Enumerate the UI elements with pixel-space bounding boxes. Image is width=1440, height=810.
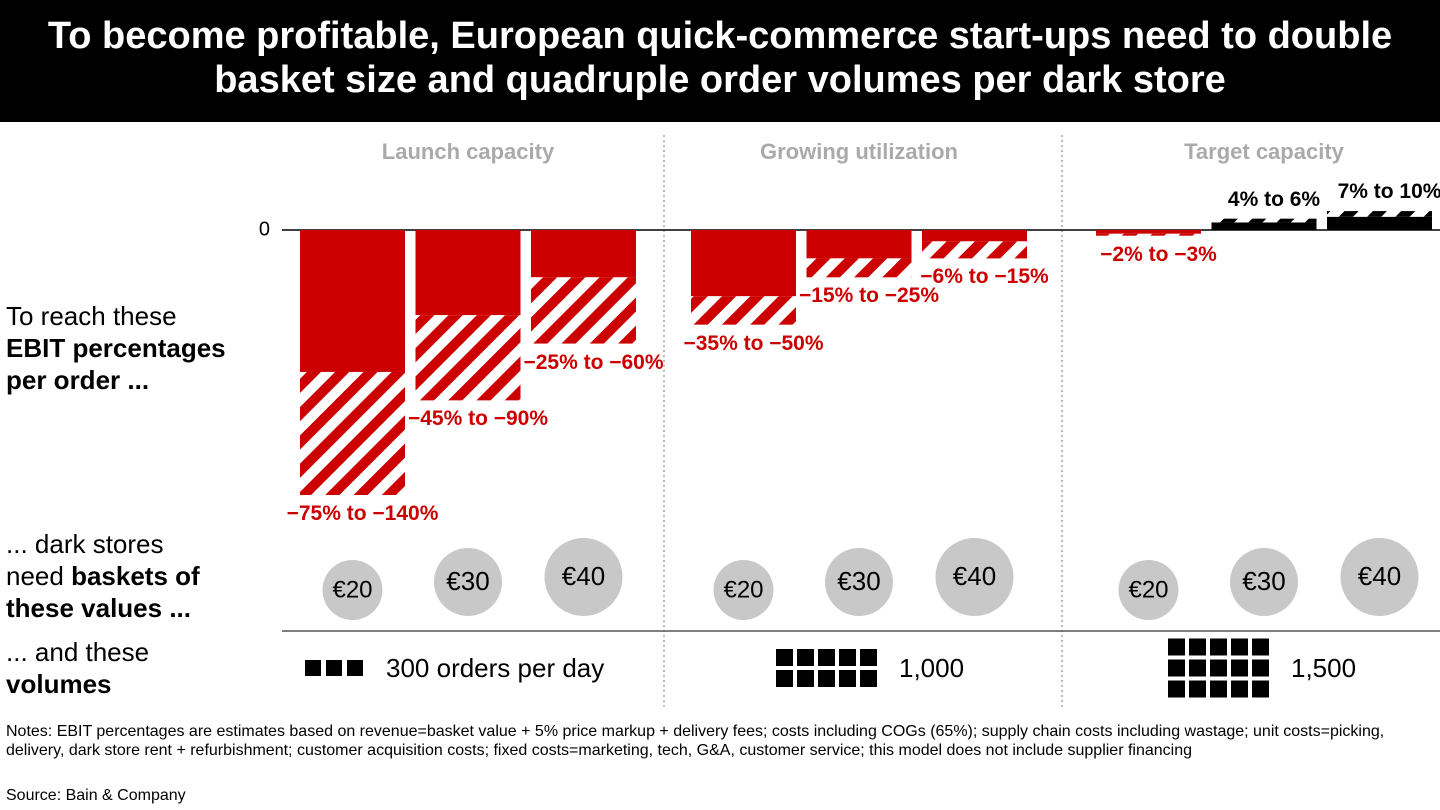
bar-solid xyxy=(691,230,796,297)
bar-solid xyxy=(1327,216,1432,230)
value-label: −6% to −15% xyxy=(920,265,1049,289)
bar-range xyxy=(1096,233,1201,236)
row-label-text: baskets of xyxy=(71,561,200,591)
panel-title: Launch capacity xyxy=(382,139,555,164)
volume-square xyxy=(1210,659,1227,677)
value-label: −45% to −90% xyxy=(407,407,549,431)
value-label: −2% to −3% xyxy=(1100,242,1217,266)
bar-solid xyxy=(922,230,1027,242)
y-tick-label: 0 xyxy=(259,218,270,240)
volume-square xyxy=(1210,680,1227,698)
volume-square xyxy=(839,670,856,687)
volume-label: 1,500 xyxy=(1291,653,1356,683)
basket-circle xyxy=(1230,548,1298,616)
volume-square xyxy=(1189,638,1206,656)
panel-title: Target capacity xyxy=(1184,139,1345,164)
basket-label: €40 xyxy=(1358,561,1401,591)
source: Source: Bain & Company xyxy=(6,787,186,804)
volume-square xyxy=(1231,659,1248,677)
volume-label: 300 orders per day xyxy=(386,653,604,683)
row-label-text: these values ... xyxy=(6,593,191,623)
volume-square xyxy=(1189,680,1206,698)
volume-square xyxy=(326,660,342,676)
notes: Notes: EBIT percentages are estimates ba… xyxy=(6,723,1385,759)
basket-label: €30 xyxy=(1242,566,1285,596)
value-label: −15% to −25% xyxy=(798,284,940,308)
basket-circle xyxy=(322,560,383,620)
volume-square xyxy=(776,649,793,666)
basket-label: €20 xyxy=(723,576,763,603)
value-label: −75% to −140% xyxy=(286,502,439,525)
row-label-text: need xyxy=(6,561,64,591)
basket-label: €40 xyxy=(562,561,605,591)
row-label-text: EBIT percentages xyxy=(6,333,226,363)
basket-label: €40 xyxy=(953,561,996,591)
volume-square xyxy=(1252,638,1269,656)
volume-square xyxy=(1168,680,1185,698)
row-label: To reach these EBIT percentages per orde… xyxy=(6,300,226,396)
basket-label: €20 xyxy=(332,576,372,603)
volume-square xyxy=(1252,680,1269,698)
volume-square xyxy=(797,670,814,687)
row-label-text: ... and these xyxy=(6,637,150,667)
basket-circle xyxy=(434,548,502,616)
basket-circle xyxy=(825,548,893,616)
row-label-text: per order ... xyxy=(6,365,150,395)
volume-square xyxy=(818,649,835,666)
volume-square xyxy=(839,649,856,666)
bar-range xyxy=(531,277,636,344)
value-label: −35% to −50% xyxy=(683,331,824,355)
volume-square xyxy=(860,670,877,687)
basket-circle xyxy=(935,538,1014,616)
basket-circle xyxy=(713,560,774,620)
basket-circle xyxy=(544,538,623,616)
bar-solid xyxy=(1211,222,1317,230)
row-label: ... dark stores need baskets of these va… xyxy=(6,528,200,624)
volume-square xyxy=(1210,638,1227,656)
bar-range xyxy=(1327,211,1432,217)
basket-label: €20 xyxy=(1128,576,1168,603)
row-label-text: To reach these xyxy=(6,301,177,331)
volume-square xyxy=(860,649,877,666)
volume-square xyxy=(305,660,321,676)
basket-circle xyxy=(1118,560,1179,620)
bar-solid xyxy=(415,230,521,316)
basket-circle xyxy=(1340,538,1419,616)
volume-square xyxy=(1231,638,1248,656)
bar-range xyxy=(922,241,1027,259)
volume-label: 1,000 xyxy=(899,653,964,683)
bar-solid xyxy=(1096,230,1201,234)
volume-square xyxy=(797,649,814,666)
volume-square xyxy=(818,670,835,687)
value-label: 7% to 10% xyxy=(1337,180,1440,204)
volume-square xyxy=(347,660,363,676)
value-label: 4% to 6% xyxy=(1227,187,1321,211)
bar-solid xyxy=(531,230,636,278)
basket-label: €30 xyxy=(446,566,489,596)
bar-range xyxy=(415,315,521,401)
value-label: −25% to −60% xyxy=(523,350,664,374)
row-label-text: volumes xyxy=(6,669,112,699)
volume-square xyxy=(1168,638,1185,656)
volume-square xyxy=(776,670,793,687)
volume-square xyxy=(1231,680,1248,698)
volume-square xyxy=(1252,659,1269,677)
row-label-text: ... dark stores xyxy=(6,529,164,559)
bar-solid xyxy=(806,230,912,259)
basket-label: €30 xyxy=(837,566,880,596)
chart-title: To become profitable, European quick-com… xyxy=(0,0,1440,122)
bar-solid xyxy=(300,230,405,372)
volume-square xyxy=(1168,659,1185,677)
bar-range xyxy=(300,371,405,495)
panel-title: Growing utilization xyxy=(760,139,958,164)
row-label: ... and these volumes xyxy=(6,636,149,700)
bar-range xyxy=(691,296,796,325)
bar-range xyxy=(806,258,912,278)
bar-range xyxy=(1211,218,1317,223)
volume-square xyxy=(1189,659,1206,677)
